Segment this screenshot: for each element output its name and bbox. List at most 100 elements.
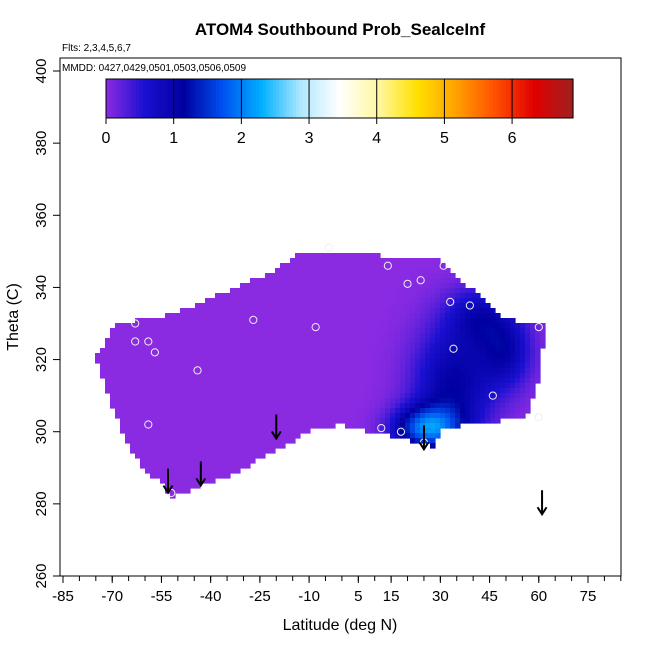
heatmap-cell (470, 398, 476, 404)
heatmap-cell (135, 358, 141, 364)
heatmap-cell (175, 488, 181, 494)
heatmap-cell (410, 283, 416, 289)
heatmap-cell (180, 433, 186, 439)
heatmap-cell (335, 418, 341, 424)
heatmap-cell (140, 378, 146, 384)
heatmap-cell (330, 353, 336, 359)
heatmap-cell (170, 458, 176, 464)
heatmap-cell (425, 368, 431, 374)
heatmap-cell (260, 393, 266, 399)
heatmap-cell (400, 308, 406, 314)
heatmap-cell (350, 408, 356, 414)
heatmap-cell (365, 308, 371, 314)
heatmap-cell (115, 378, 121, 384)
heatmap-cell (480, 383, 486, 389)
heatmap-cell (335, 393, 341, 399)
heatmap-cell (250, 373, 256, 379)
heatmap-cell (255, 348, 261, 354)
colorbar-segment (149, 79, 154, 118)
heatmap-cell (225, 363, 231, 369)
heatmap-cell (480, 348, 486, 354)
heatmap-cell (410, 378, 416, 384)
heatmap-cell (165, 448, 171, 454)
heatmap-cell (425, 418, 431, 424)
heatmap-cell (270, 443, 276, 449)
colorbar-segment (342, 79, 347, 118)
heatmap-cell (400, 268, 406, 274)
heatmap-cell (120, 373, 126, 379)
heatmap-cell (285, 263, 291, 269)
heatmap-cell (390, 268, 396, 274)
heatmap-cell (315, 323, 321, 329)
heatmap-cell (165, 328, 171, 334)
heatmap-cell (315, 353, 321, 359)
heatmap-cell (335, 323, 341, 329)
heatmap-cell (485, 408, 491, 414)
heatmap-cell (230, 373, 236, 379)
heatmap-cell (150, 423, 156, 429)
heatmap-cell (255, 438, 261, 444)
heatmap-cell (420, 273, 426, 279)
heatmap-cell (410, 278, 416, 284)
heatmap-cell (130, 443, 136, 449)
heatmap-cell (280, 328, 286, 334)
colorbar-segment (406, 79, 411, 118)
heatmap-cell (230, 318, 236, 324)
heatmap-cell (160, 368, 166, 374)
heatmap-cell (130, 398, 136, 404)
colorbar-segment (279, 79, 284, 118)
heatmap-cell (370, 273, 376, 279)
heatmap-cell (430, 433, 436, 439)
heatmap-cell (470, 293, 476, 299)
heatmap-cell (165, 383, 171, 389)
colorbar-segment (189, 79, 194, 118)
heatmap-cell (240, 408, 246, 414)
heatmap-cell (335, 288, 341, 294)
heatmap-cell (420, 328, 426, 334)
colorbar-tick-label: 1 (169, 130, 178, 147)
heatmap-cell (370, 368, 376, 374)
heatmap-cell (190, 313, 196, 319)
heatmap-cell (190, 363, 196, 369)
heatmap-cell (245, 343, 251, 349)
heatmap-cell (450, 423, 456, 429)
heatmap-cell (480, 413, 486, 419)
heatmap-cell (255, 303, 261, 309)
colorbar-segment (226, 79, 231, 118)
heatmap-cell (150, 428, 156, 434)
heatmap-cell (265, 303, 271, 309)
heatmap-cell (130, 408, 136, 414)
heatmap-cell (385, 418, 391, 424)
heatmap-cell (295, 378, 301, 384)
heatmap-cell (165, 408, 171, 414)
heatmap-cell (435, 413, 441, 419)
heatmap-cell (170, 403, 176, 409)
heatmap-cell (510, 323, 516, 329)
heatmap-cell (395, 303, 401, 309)
heatmap-cell (140, 403, 146, 409)
heatmap-cell (520, 363, 526, 369)
heatmap-cell (370, 278, 376, 284)
heatmap-cell (150, 403, 156, 409)
heatmap-cell (350, 268, 356, 274)
heatmap-cell (295, 273, 301, 279)
heatmap-cell (355, 253, 361, 259)
heatmap-cell (240, 318, 246, 324)
heatmap-cell (385, 318, 391, 324)
heatmap-cell (200, 343, 206, 349)
heatmap-cell (330, 278, 336, 284)
heatmap-cell (450, 408, 456, 414)
colorbar-segment (109, 79, 114, 118)
heatmap-cell (315, 378, 321, 384)
heatmap-cell (455, 338, 461, 344)
colorbar-segment (232, 79, 237, 118)
heatmap-cell (265, 318, 271, 324)
heatmap-cell (300, 278, 306, 284)
heatmap-cell (215, 363, 221, 369)
heatmap-cell (310, 283, 316, 289)
heatmap-cell (295, 418, 301, 424)
heatmap-cell (150, 388, 156, 394)
heatmap-cell (470, 378, 476, 384)
heatmap-cell (355, 303, 361, 309)
heatmap-cell (175, 433, 181, 439)
